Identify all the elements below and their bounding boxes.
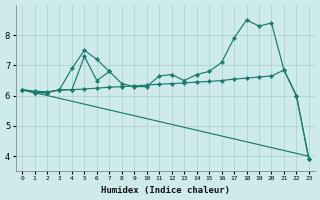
X-axis label: Humidex (Indice chaleur): Humidex (Indice chaleur) bbox=[101, 186, 230, 195]
